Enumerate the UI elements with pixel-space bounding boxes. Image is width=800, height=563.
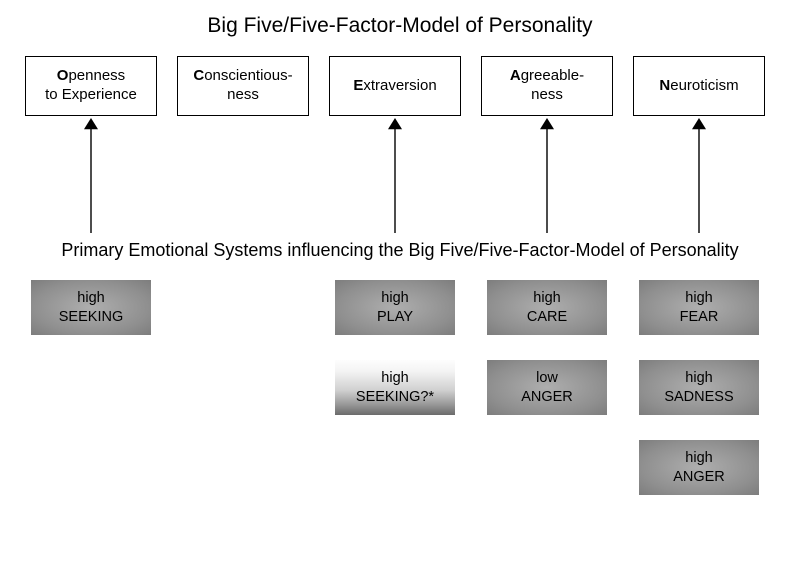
emotion-play: highPLAY: [335, 280, 455, 335]
emotion-care: highCARE: [487, 280, 607, 335]
emotion-seeking: highSEEKING: [31, 280, 151, 335]
trait-extraversion: Extraversion: [329, 56, 461, 116]
arrow-openness: [81, 118, 101, 233]
emotion-high-anger: highANGER: [639, 440, 759, 495]
arrow-agreeableness: [537, 118, 557, 233]
arrow-neuroticism: [689, 118, 709, 233]
trait-neuroticism: Neuroticism: [633, 56, 765, 116]
emotion-low-anger: lowANGER: [487, 360, 607, 415]
trait-agreeableness: Agreeable-ness: [481, 56, 613, 116]
page-title: Big Five/Five-Factor-Model of Personalit…: [0, 14, 800, 38]
arrow-extraversion: [385, 118, 405, 233]
trait-conscientiousness: Conscientious-ness: [177, 56, 309, 116]
emotion-fear: highFEAR: [639, 280, 759, 335]
trait-openness: Opennessto Experience: [25, 56, 157, 116]
emotion-sadness: highSADNESS: [639, 360, 759, 415]
emotion-seeking-question: highSEEKING?*: [335, 360, 455, 415]
section-subtitle: Primary Emotional Systems influencing th…: [0, 240, 800, 261]
